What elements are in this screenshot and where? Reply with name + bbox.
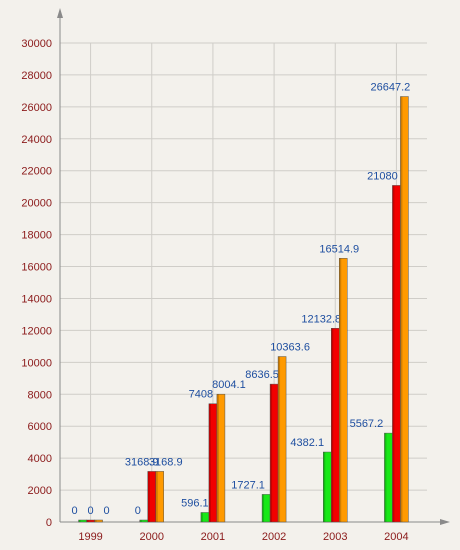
- data-label: 3168.9: [149, 456, 183, 468]
- bar-shade: [200, 512, 203, 522]
- y-tick-label: 18000: [21, 230, 52, 242]
- x-tick-label: 1999: [78, 531, 102, 543]
- y-tick-label: 10000: [21, 357, 52, 369]
- bar: [339, 258, 348, 523]
- bar-shade: [323, 452, 326, 522]
- bar-shade: [86, 520, 89, 522]
- data-label: 5567.2: [350, 418, 384, 430]
- data-label: 7408: [189, 389, 213, 401]
- bar-shade: [339, 258, 342, 522]
- data-label: 1727.1: [231, 479, 265, 491]
- data-label: 0: [135, 505, 141, 517]
- bar-shade: [147, 471, 150, 522]
- data-label: 8636.5: [245, 369, 279, 381]
- bar: [277, 356, 287, 523]
- data-label: 26647.2: [371, 82, 411, 94]
- data-label: 0: [88, 505, 94, 517]
- x-tick-label: 2003: [323, 531, 347, 543]
- y-tick-label: 22000: [21, 166, 52, 178]
- y-tick-label: 4000: [28, 453, 52, 465]
- bar-shade: [216, 394, 219, 522]
- y-tick-label: 26000: [21, 102, 52, 114]
- y-tick-label: 12000: [21, 325, 52, 337]
- bar-shade: [78, 520, 81, 522]
- y-tick-label: 20000: [21, 198, 52, 210]
- bar: [400, 96, 409, 523]
- data-label: 8004.1: [212, 379, 246, 391]
- bar-shade: [155, 471, 158, 522]
- y-tick-label: 24000: [21, 134, 52, 146]
- y-tick-label: 14000: [21, 293, 52, 305]
- data-label: 3168.9: [125, 456, 159, 468]
- bar-shade: [400, 96, 403, 522]
- bar-shade: [270, 384, 273, 522]
- y-tick-label: 30000: [21, 38, 52, 50]
- data-label: 10363.6: [270, 342, 310, 354]
- y-axis-arrow: [57, 8, 63, 18]
- data-label: 0: [72, 505, 78, 517]
- data-label: 596.1: [181, 497, 209, 509]
- bar: [216, 393, 226, 523]
- y-tick-label: 8000: [28, 389, 52, 401]
- y-tick-label: 16000: [21, 262, 52, 274]
- bar-shade: [208, 403, 211, 522]
- bar-shade: [262, 494, 265, 522]
- bar-shade: [94, 520, 97, 522]
- x-tick-label: 2000: [140, 531, 164, 543]
- data-label: 16514.9: [319, 243, 359, 255]
- y-tick-label: 6000: [28, 421, 52, 433]
- x-tick-label: 2001: [201, 531, 225, 543]
- bar-shade: [139, 520, 142, 522]
- y-tick-label: 28000: [21, 70, 52, 82]
- bar: [155, 471, 164, 523]
- bar-shade: [278, 356, 281, 522]
- data-label: 4382.1: [290, 437, 324, 449]
- data-label: 0: [104, 505, 110, 517]
- bar-shade: [392, 185, 395, 522]
- bar: [94, 519, 103, 523]
- data-label: 12132.8: [301, 313, 341, 325]
- x-tick-label: 2004: [384, 531, 408, 543]
- y-tick-label: 2000: [28, 485, 52, 497]
- y-tick-label: 0: [46, 517, 52, 529]
- data-label: 21080: [367, 170, 398, 182]
- bar-shade: [384, 433, 387, 522]
- bar-shade: [331, 328, 334, 522]
- x-tick-label: 2002: [262, 531, 286, 543]
- x-axis-arrow: [440, 519, 450, 525]
